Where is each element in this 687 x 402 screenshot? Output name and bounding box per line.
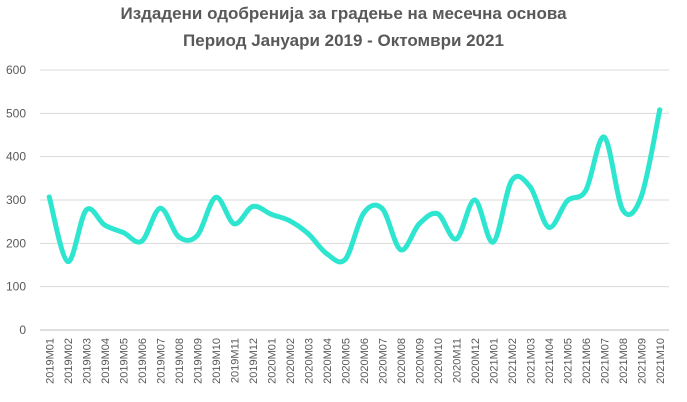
data-point [435, 211, 441, 217]
data-point [157, 205, 163, 211]
x-tick-label: 2021M07 [599, 338, 611, 384]
data-point [83, 207, 89, 213]
data-point [509, 178, 515, 183]
x-tick-label: 2020M04 [322, 338, 334, 384]
data-point [472, 197, 478, 203]
x-tick-label: 2021M05 [562, 338, 574, 384]
x-tick-label: 2019M08 [174, 338, 186, 384]
data-point [176, 234, 182, 240]
x-tick-label: 2019M09 [192, 338, 204, 384]
x-tick-label: 2020M08 [396, 338, 408, 384]
data-point [453, 236, 459, 242]
x-tick-label: 2019M07 [155, 338, 167, 384]
x-tick-label: 2021M10 [655, 338, 667, 384]
series-line [46, 107, 663, 265]
x-tick-label: 2019M02 [63, 338, 75, 384]
data-point [527, 184, 533, 190]
data-point [379, 206, 385, 212]
x-tick-label: 2020M02 [285, 338, 297, 384]
x-tick-label: 2020M03 [303, 338, 315, 384]
data-point [324, 251, 330, 257]
y-tick-label: 400 [6, 150, 26, 164]
x-tick-label: 2019M12 [248, 338, 260, 384]
data-point [305, 231, 311, 237]
x-tick-label: 2021M08 [618, 338, 630, 384]
data-point [287, 218, 293, 224]
data-point [231, 221, 237, 227]
data-point [102, 222, 108, 228]
y-tick-label: 0 [19, 323, 26, 337]
x-tick-label: 2019M01 [44, 338, 56, 384]
x-tick-label: 2021M04 [544, 338, 556, 384]
data-point [250, 204, 256, 209]
y-tick-label: 600 [6, 63, 26, 77]
x-tick-label: 2019M06 [137, 338, 149, 384]
x-tick-label: 2020M09 [414, 338, 426, 384]
x-tick-label: 2020M12 [470, 338, 482, 384]
data-point [342, 256, 348, 262]
y-tick-label: 200 [6, 236, 26, 250]
data-point [564, 198, 570, 204]
data-point [139, 238, 145, 244]
x-tick-label: 2021M06 [581, 338, 593, 384]
data-point [213, 194, 219, 200]
x-tick-label: 2020M11 [451, 338, 463, 383]
data-point [361, 210, 367, 216]
data-point [65, 259, 71, 265]
x-tick-label: 2021M09 [636, 338, 648, 384]
data-point [398, 247, 404, 253]
x-tick-label: 2021M03 [525, 338, 537, 384]
data-point [657, 107, 663, 113]
data-point [638, 194, 644, 200]
data-point [620, 207, 626, 213]
x-tick-label: 2019M11 [229, 338, 241, 383]
data-point [268, 211, 274, 217]
data-point [120, 230, 126, 235]
x-tick-label: 2020M10 [433, 338, 445, 384]
y-tick-label: 300 [6, 193, 26, 207]
x-tick-label: 2019M10 [211, 338, 223, 384]
x-tick-label: 2020M07 [377, 338, 389, 384]
x-tick-label: 2019M05 [118, 338, 130, 384]
data-point [601, 134, 607, 140]
data-point [46, 194, 52, 200]
x-tick-label: 2019M04 [100, 338, 112, 384]
data-point [416, 221, 422, 227]
y-tick-label: 100 [6, 280, 26, 294]
chart-title-line-1: Издадени одобренија за градење на месечн… [120, 4, 567, 23]
x-tick-label: 2020M06 [359, 338, 371, 384]
data-point [194, 233, 200, 239]
data-point [490, 239, 496, 245]
y-tick-label: 500 [6, 106, 26, 120]
data-point [546, 224, 552, 230]
chart-title-line-2: Период Јануари 2019 - Октомври 2021 [183, 31, 504, 50]
x-tick-label: 2019M03 [81, 338, 93, 384]
x-tick-label: 2021M01 [488, 338, 500, 384]
x-tick-label: 2020M05 [340, 338, 352, 384]
data-point [583, 187, 589, 193]
x-tick-label: 2020M01 [266, 338, 278, 384]
x-tick-label: 2021M02 [507, 338, 519, 384]
